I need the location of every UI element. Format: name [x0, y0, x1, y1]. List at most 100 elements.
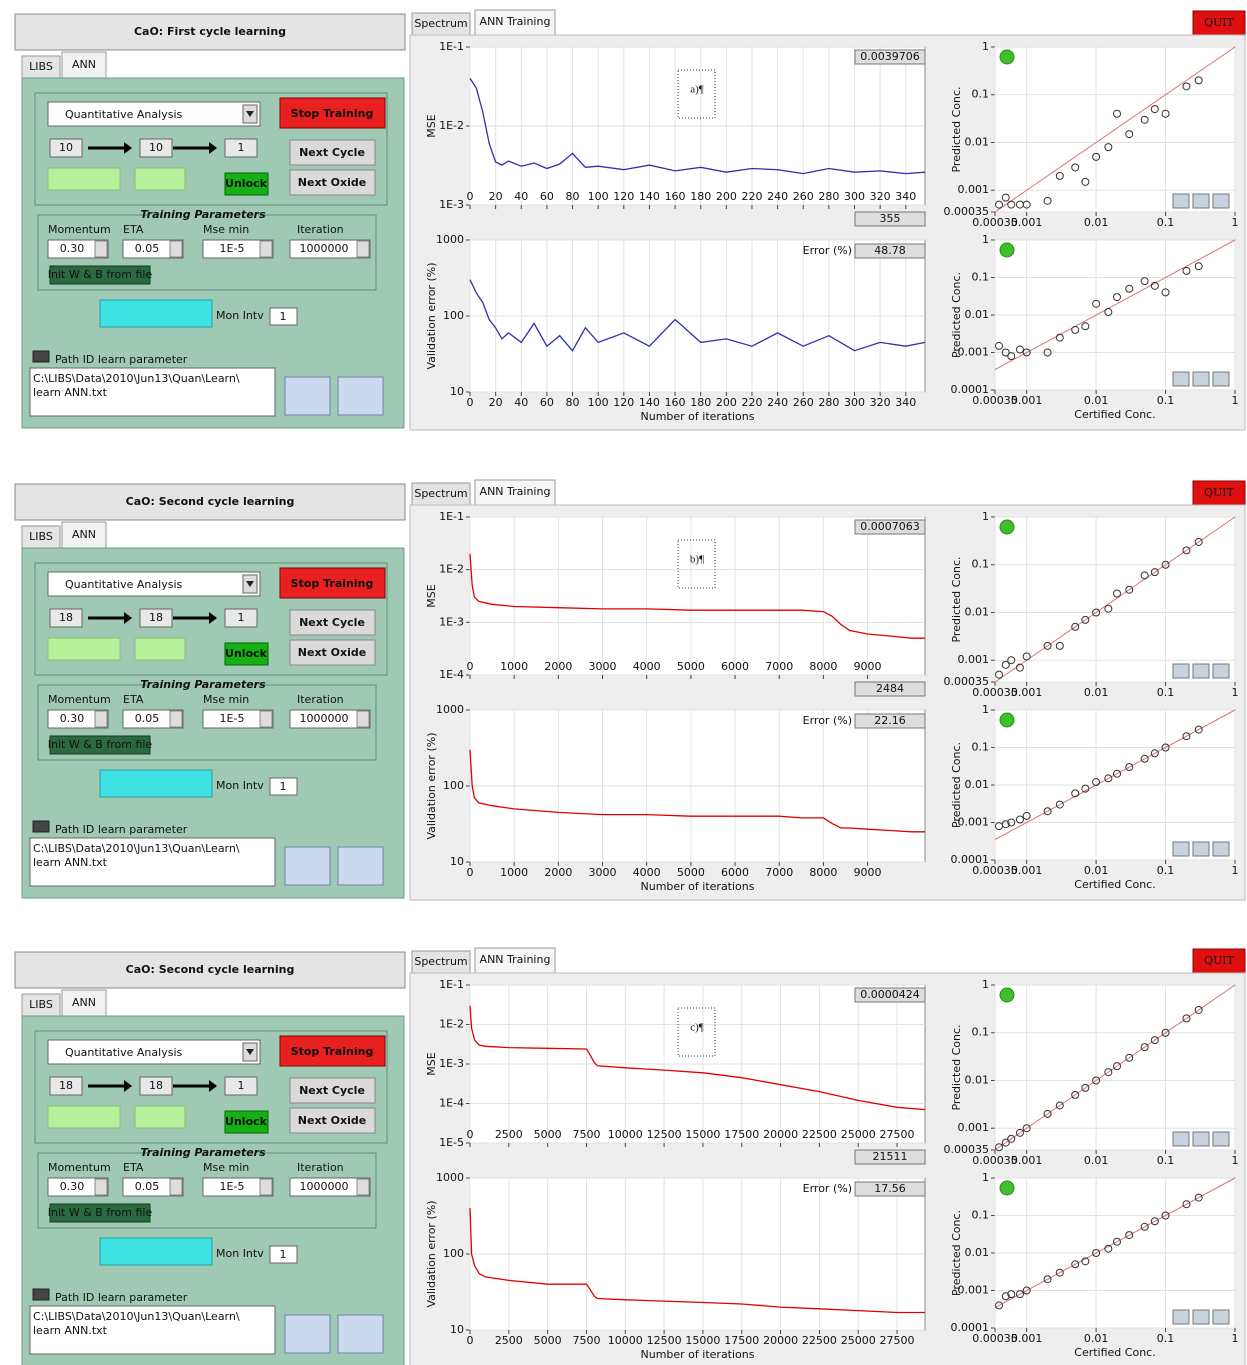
dropdown[interactable] — [47, 101, 261, 127]
graph-tool[interactable] — [1212, 841, 1230, 857]
graph-tool[interactable] — [1212, 371, 1230, 387]
spinner[interactable] — [169, 710, 183, 728]
graph-tool[interactable] — [1212, 1131, 1230, 1147]
spinner[interactable] — [94, 1178, 108, 1196]
next-oxide-button[interactable] — [289, 169, 376, 196]
spinner[interactable] — [356, 710, 370, 728]
spinner[interactable] — [259, 710, 273, 728]
save-icon[interactable] — [337, 846, 384, 886]
view-tab[interactable] — [474, 947, 556, 974]
curve — [469, 553, 925, 639]
graph-tool[interactable] — [1192, 371, 1210, 387]
dropdown[interactable] — [47, 1039, 261, 1065]
graph-tool[interactable] — [1212, 1309, 1230, 1325]
spinner[interactable] — [169, 1178, 183, 1196]
x-tick-label: 0.01 — [1084, 1332, 1109, 1345]
blank-button[interactable] — [47, 1105, 121, 1129]
next-cycle-button[interactable] — [289, 1077, 376, 1104]
blank-button[interactable] — [134, 167, 186, 191]
layer-size: 18 — [59, 611, 73, 624]
next-oxide-button[interactable] — [289, 639, 376, 666]
graph-tool[interactable] — [1172, 371, 1190, 387]
init-button[interactable] — [49, 735, 151, 755]
graph-tool[interactable] — [1172, 1309, 1190, 1325]
unlock-button[interactable] — [224, 642, 269, 666]
quit-button[interactable] — [1192, 948, 1246, 974]
blank-button[interactable] — [47, 167, 121, 191]
graph-tool[interactable] — [1172, 663, 1190, 679]
graph-tool[interactable] — [1212, 193, 1230, 209]
stop-button[interactable] — [279, 567, 386, 599]
next-cycle-button[interactable] — [289, 609, 376, 636]
blank-button[interactable] — [47, 637, 121, 661]
spinner[interactable] — [259, 240, 273, 258]
param-input[interactable] — [202, 1177, 274, 1197]
y-tick-label: 10 — [450, 385, 464, 398]
unlock-button[interactable] — [224, 172, 269, 196]
load-icon[interactable] — [284, 376, 331, 416]
param-input[interactable] — [47, 709, 109, 729]
validation-button[interactable] — [99, 1237, 213, 1266]
mon-input[interactable] — [269, 777, 298, 796]
y-tick-label: 1E-1 — [439, 40, 464, 53]
param-input[interactable] — [47, 1177, 109, 1197]
path-box[interactable] — [29, 1305, 276, 1355]
param-input[interactable] — [289, 709, 371, 729]
graph-tool[interactable] — [1192, 1131, 1210, 1147]
next-oxide-button[interactable] — [289, 1107, 376, 1134]
spinner[interactable] — [356, 1178, 370, 1196]
x-tick-label: 280 — [818, 396, 839, 409]
graph-tool[interactable] — [1192, 841, 1210, 857]
mon-input[interactable] — [269, 1245, 298, 1264]
param-input[interactable] — [202, 239, 274, 259]
graph-tool[interactable] — [1172, 193, 1190, 209]
dropdown[interactable] — [47, 571, 261, 597]
layer-size: 18 — [59, 1079, 73, 1092]
graph-tool[interactable] — [1192, 663, 1210, 679]
blank-button[interactable] — [134, 1105, 186, 1129]
stop-button[interactable] — [279, 1035, 386, 1067]
validation-button[interactable] — [99, 769, 213, 798]
path-box[interactable] — [29, 837, 276, 887]
save-icon[interactable] — [337, 1314, 384, 1354]
param-input[interactable] — [47, 239, 109, 259]
param-input[interactable] — [202, 709, 274, 729]
iteration-readout: 2484 — [876, 682, 904, 695]
graph-tool[interactable] — [1172, 841, 1190, 857]
spinner[interactable] — [259, 1178, 273, 1196]
param-input[interactable] — [289, 239, 371, 259]
mon-input[interactable] — [269, 307, 298, 326]
load-icon[interactable] — [284, 846, 331, 886]
spinner[interactable] — [356, 240, 370, 258]
tab[interactable] — [61, 989, 107, 1017]
init-button[interactable] — [49, 1203, 151, 1223]
param-input[interactable] — [122, 1177, 184, 1197]
spinner[interactable] — [94, 710, 108, 728]
next-cycle-button[interactable] — [289, 139, 376, 166]
param-input[interactable] — [122, 239, 184, 259]
quit-button[interactable] — [1192, 10, 1246, 36]
tab[interactable] — [61, 51, 107, 79]
spinner[interactable] — [94, 240, 108, 258]
arrow-head — [209, 612, 217, 624]
init-button[interactable] — [49, 265, 151, 285]
graph-tool[interactable] — [1212, 663, 1230, 679]
spinner[interactable] — [169, 240, 183, 258]
blank-button[interactable] — [134, 637, 186, 661]
param-input[interactable] — [122, 709, 184, 729]
param-input[interactable] — [289, 1177, 371, 1197]
graph-tool[interactable] — [1172, 1131, 1190, 1147]
unlock-button[interactable] — [224, 1110, 269, 1134]
load-icon[interactable] — [284, 1314, 331, 1354]
point — [1194, 725, 1203, 734]
graph-tool[interactable] — [1192, 193, 1210, 209]
path-box[interactable] — [29, 367, 276, 417]
x-tick-label: 5000 — [534, 1128, 562, 1141]
stop-button[interactable] — [279, 97, 386, 129]
x-tick-label: 1000 — [500, 866, 528, 879]
status-led — [999, 242, 1015, 258]
save-icon[interactable] — [337, 376, 384, 416]
validation-button[interactable] — [99, 299, 213, 328]
view-tab[interactable] — [474, 9, 556, 36]
graph-tool[interactable] — [1192, 1309, 1210, 1325]
